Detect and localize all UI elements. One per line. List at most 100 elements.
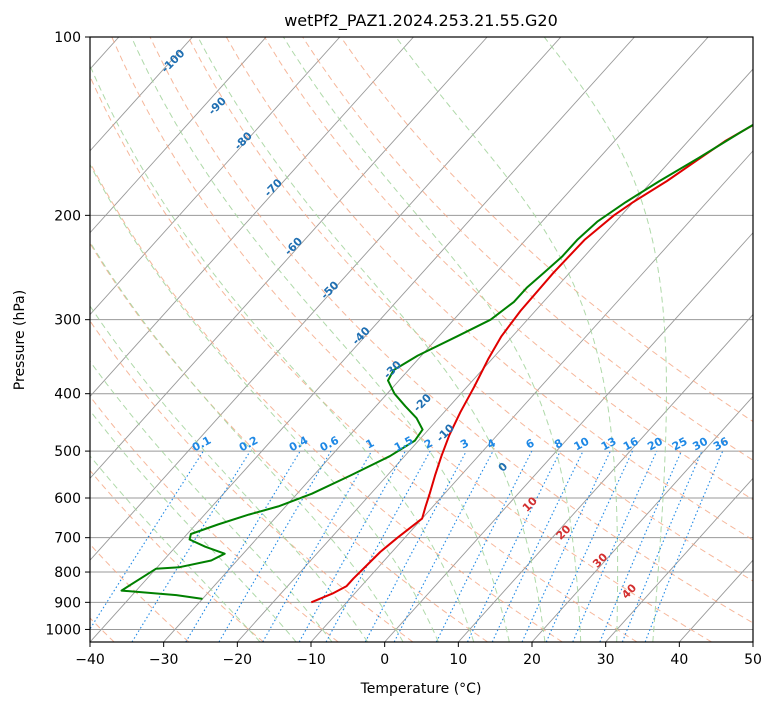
y-tick-label: 800 (54, 565, 81, 581)
wet-bulb-label: -60 (282, 235, 305, 258)
mixing-ratio-line (545, 450, 633, 642)
wet-bulb-label: 0 (496, 460, 511, 475)
isotherm-line (752, 641, 753, 642)
isotherm-line (90, 37, 488, 479)
mixing-ratio-line (298, 450, 406, 642)
mixing-ratio-line (491, 450, 584, 642)
y-tick-label: 700 (54, 531, 81, 547)
x-tick-label: 0 (380, 652, 389, 668)
moist-adiabat-line (90, 64, 475, 642)
wet-bulb-label: -40 (350, 324, 373, 347)
y-tick-label: 900 (54, 595, 81, 611)
mixing-ratio-line (644, 450, 724, 642)
moist-adiabat-line (90, 241, 404, 642)
mixing-ratio-line (131, 450, 251, 642)
wet-bulb-label: -100 (159, 47, 188, 76)
isotherm-line (384, 232, 753, 642)
mixing-ratio-line (435, 450, 533, 642)
temperature-line (310, 123, 753, 604)
mixing-ratio-label: 20 (645, 435, 665, 454)
dry-adiabat-line (90, 320, 414, 642)
x-tick-label: −40 (75, 652, 105, 668)
mixing-ratio-label: 2 (422, 436, 435, 451)
x-tick-label: −10 (296, 652, 326, 668)
dry-adiabat-line (90, 242, 488, 642)
dry-adiabat-label: 40 (619, 581, 639, 601)
moist-adiabat-line (90, 305, 369, 642)
y-tick-label: 200 (54, 208, 81, 224)
isotherm-line (90, 37, 635, 642)
moist-adiabat-line (395, 37, 619, 642)
x-tick-label: 30 (597, 652, 615, 668)
moist-adiabat-line (543, 37, 667, 642)
y-tick-label: 1000 (45, 622, 81, 638)
y-tick-label: 600 (54, 491, 81, 507)
axes: −40 −30 −20 −10 0 10 20 30 40 5010020030040050060… (45, 30, 762, 668)
y-axis-title: Pressure (hPa) (12, 290, 28, 390)
dry-adiabat-line (149, 37, 753, 624)
moist-adiabat-line (90, 409, 297, 642)
x-tick-label: 50 (744, 652, 762, 668)
dry-adiabat-line (90, 469, 264, 642)
mixing-ratio-label: 30 (690, 435, 710, 454)
isotherm-line (90, 37, 341, 316)
isotherm-line (236, 68, 753, 642)
dry-adiabat-line (90, 161, 563, 642)
x-tick-label: 10 (449, 652, 467, 668)
x-tick-label: −30 (149, 652, 179, 668)
dewpoint-line (120, 123, 753, 600)
sounding-lines (120, 123, 753, 604)
y-tick-label: 100 (54, 30, 81, 46)
dry-adiabat-label: 30 (590, 550, 610, 570)
dry-adiabat-line (90, 543, 190, 642)
mixing-ratio-label: 16 (621, 435, 641, 454)
isotherm-line (531, 395, 753, 642)
y-tick-label: 400 (54, 387, 81, 403)
mixing-ratio-label: 13 (599, 435, 619, 454)
isotherm-line (90, 37, 267, 234)
isotherm-line (678, 559, 753, 642)
plot-frame (89, 36, 754, 643)
wet-bulb-label: -90 (206, 94, 229, 117)
dry-adiabat-line (90, 395, 339, 642)
x-tick-label: 20 (523, 652, 541, 668)
moist-adiabat-line (90, 163, 439, 642)
moist-adiabat-line (130, 37, 510, 642)
wet-bulb-label: -80 (232, 129, 255, 152)
x-axis-title: Temperature (°C) (360, 681, 482, 697)
dry-adiabat-line (111, 37, 712, 642)
isotherm-line (90, 37, 414, 398)
dry-adiabat-label: 20 (554, 522, 574, 542)
moist-adiabat-line (90, 455, 261, 642)
background-lines (90, 37, 753, 642)
isotherm-line (90, 37, 193, 152)
mixing-ratio-line (364, 450, 467, 642)
wet-bulb-label: -50 (318, 278, 341, 301)
moist-adiabat-line (197, 37, 546, 642)
y-tick-label: 300 (54, 313, 81, 329)
mixing-ratio-line (599, 450, 682, 642)
isotherm-line (605, 477, 753, 642)
mixing-ratio-line (621, 450, 703, 642)
moist-adiabat-line (282, 37, 582, 642)
y-tick-label: 500 (54, 444, 81, 460)
mixing-ratio-line (90, 450, 204, 630)
chart-title: wetPf2_PAZ1.2024.253.21.55.G20 (284, 11, 558, 31)
isotherm-line (457, 313, 753, 642)
wet-bulb-label: -20 (411, 391, 434, 414)
wet-bulb-label: -70 (262, 176, 285, 199)
mixing-ratio-line (467, 450, 561, 642)
mixing-ratio-label: 3 (458, 436, 471, 451)
mixing-ratio-label: 10 (572, 435, 592, 454)
isotherm-line (310, 150, 753, 642)
x-tick-label: 40 (670, 652, 688, 668)
mixing-ratio-label: 4 (485, 436, 498, 451)
isotherm-line (90, 37, 562, 561)
isotherm-line (163, 37, 709, 642)
mixing-ratio-label: 1 (364, 436, 377, 451)
moist-adiabat-line (90, 360, 333, 642)
mixing-ratio-label: 25 (670, 435, 690, 454)
x-tick-label: −20 (223, 652, 253, 668)
line-labels: 0.1 0.2 0.4 0.6 1 1.5 2 3 4 6 8 10 13 16 20 25 30 36-100-… (159, 47, 731, 602)
